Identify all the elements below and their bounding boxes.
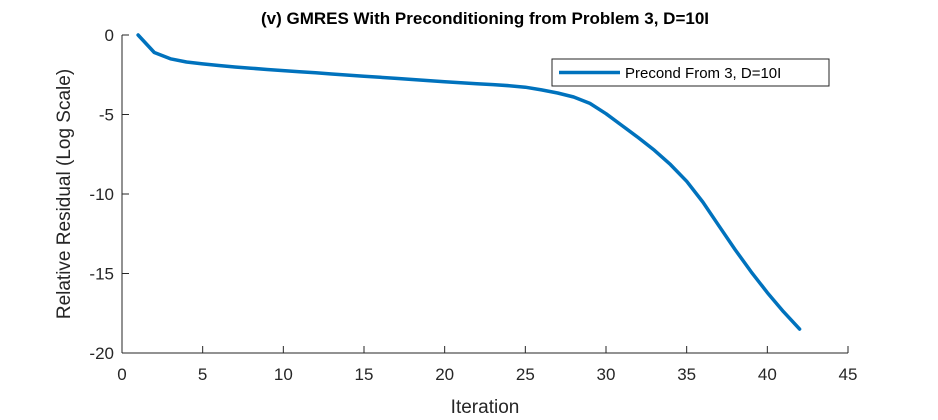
x-tick-label: 5 [198, 365, 207, 384]
chart-title: (v) GMRES With Preconditioning from Prob… [261, 9, 709, 28]
x-tick-label: 10 [274, 365, 293, 384]
y-tick-label: -20 [89, 344, 114, 363]
y-tick-label: 0 [105, 26, 114, 45]
y-tick-label: -15 [89, 265, 114, 284]
y-axis-label: Relative Residual (Log Scale) [54, 69, 75, 319]
x-tick-label: 40 [758, 365, 777, 384]
legend: Precond From 3, D=10I [551, 58, 830, 87]
x-tick-label: 30 [597, 365, 616, 384]
y-tick-label: -10 [89, 185, 114, 204]
x-tick-label: 15 [355, 365, 374, 384]
legend-box [551, 58, 830, 87]
x-tick-label: 20 [435, 365, 454, 384]
y-axis: 0 -5 -10 -15 -20 [89, 26, 129, 363]
series-layer [136, 33, 802, 331]
x-tick-label: 0 [117, 365, 126, 384]
legend-label: Precond From 3, D=10I [625, 65, 781, 82]
series-line [136, 33, 802, 331]
x-tick-label: 45 [839, 365, 858, 384]
x-axis: 0 5 10 15 20 25 30 35 40 45 [117, 346, 857, 384]
x-tick-label: 25 [516, 365, 535, 384]
y-tick-label: -5 [99, 106, 114, 125]
x-tick-label: 35 [677, 365, 696, 384]
x-axis-label: Iteration [451, 397, 520, 418]
